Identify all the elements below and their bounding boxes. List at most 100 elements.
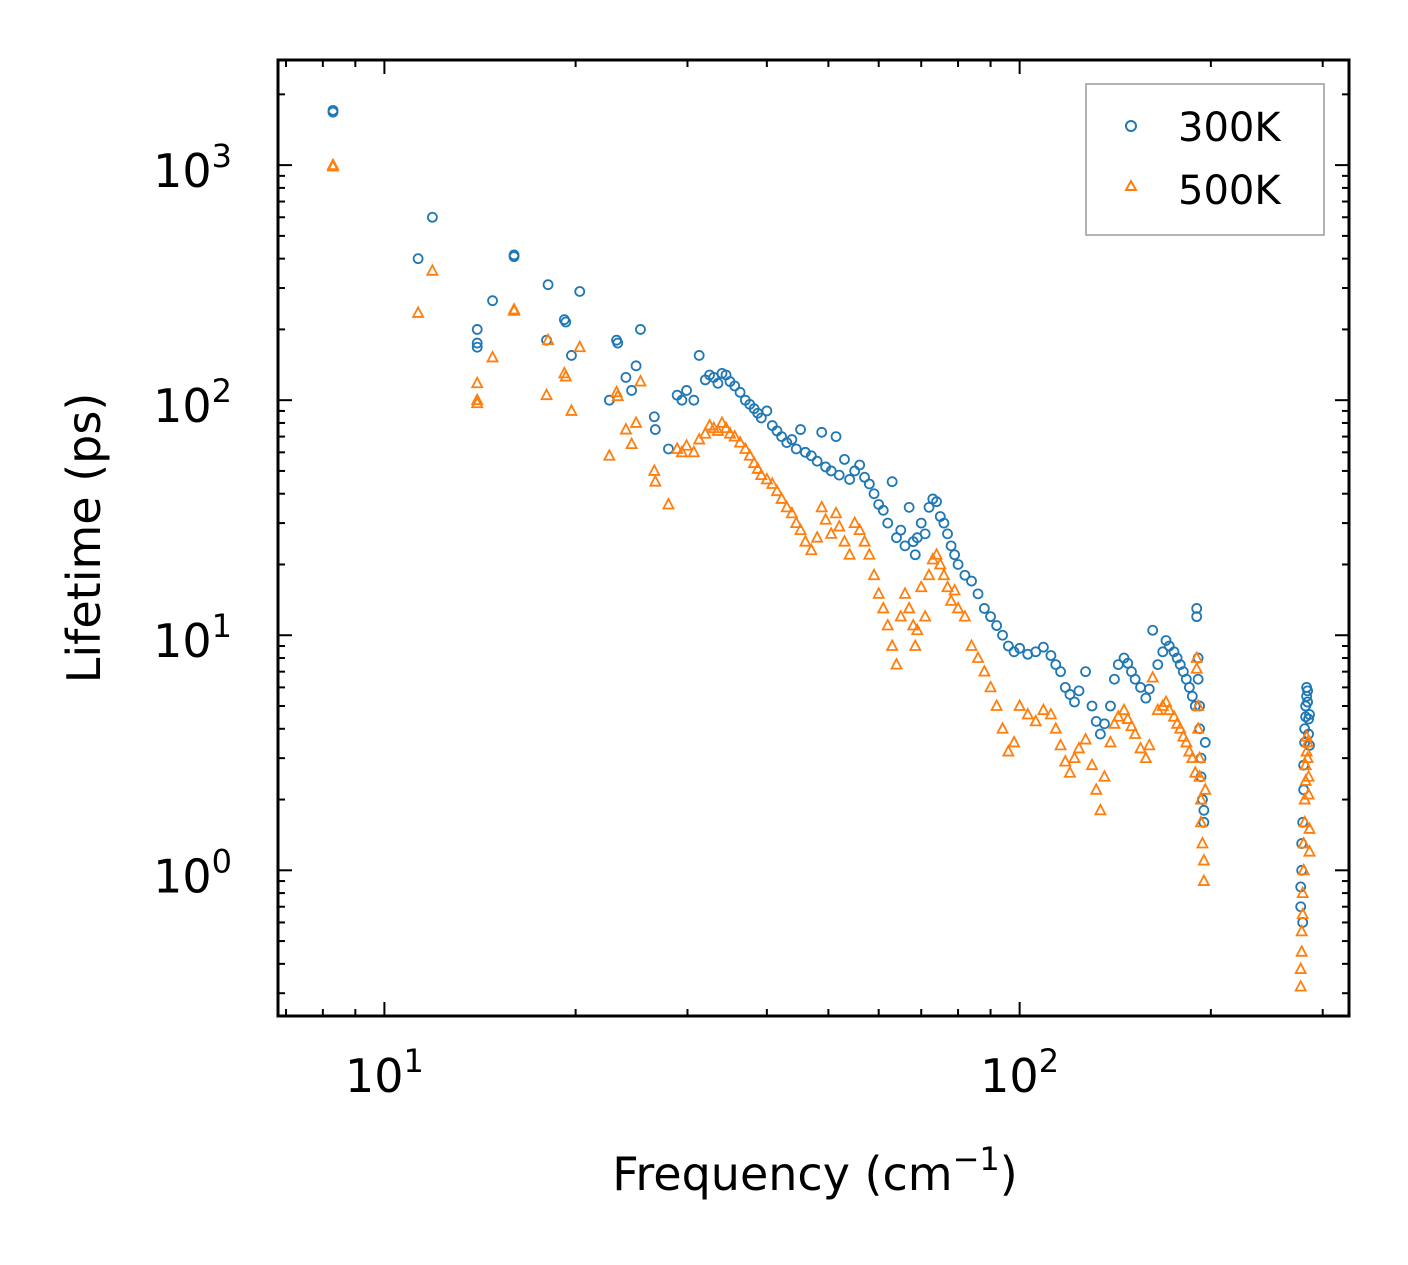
point-500k <box>611 388 625 402</box>
point-300k <box>931 496 942 508</box>
point-500k <box>1193 769 1207 782</box>
point-300k <box>635 324 646 335</box>
point-500k <box>1089 782 1103 795</box>
point-500k <box>470 392 484 406</box>
point-300k <box>1192 673 1204 685</box>
point-300k <box>412 253 424 265</box>
point-300k <box>1073 685 1085 697</box>
point-300k <box>790 443 802 455</box>
point-300k <box>844 474 856 485</box>
point-300k <box>1055 666 1066 678</box>
point-500k <box>1001 744 1015 757</box>
point-500k <box>743 448 757 461</box>
point-500k <box>1036 702 1050 716</box>
point-300k <box>471 324 483 335</box>
point-500k <box>1195 836 1209 849</box>
point-300k <box>681 385 692 396</box>
point-500k <box>881 618 895 631</box>
point-300k <box>630 360 642 372</box>
point-300k <box>1002 640 1014 652</box>
point-500k <box>1121 711 1135 724</box>
point-500k <box>687 444 701 458</box>
point-500k <box>785 505 799 519</box>
point-500k <box>692 432 706 445</box>
point-300k <box>1186 690 1198 702</box>
point-300k <box>903 501 915 513</box>
point-500k <box>629 415 643 428</box>
point-300k <box>972 588 984 600</box>
point-300k <box>839 453 850 465</box>
point-500k <box>326 159 340 172</box>
point-500k <box>1299 757 1313 771</box>
point-500k <box>1303 844 1317 857</box>
point-500k <box>898 586 912 599</box>
point-300k <box>676 394 688 406</box>
point-300k <box>688 394 700 406</box>
point-500k <box>843 547 857 560</box>
point-300k <box>811 455 823 467</box>
point-500k <box>1191 721 1205 734</box>
point-500k <box>876 601 890 614</box>
point-300k <box>1099 718 1110 730</box>
point-300k <box>1183 681 1195 693</box>
point-500k <box>824 526 838 539</box>
point-300k <box>895 524 907 536</box>
point-300k <box>877 504 889 516</box>
y-tick-label: 102 <box>153 372 232 433</box>
major-ticks <box>278 60 1349 1016</box>
point-500k <box>1146 670 1160 683</box>
point-500k <box>1072 740 1086 754</box>
point-500k <box>1007 734 1021 748</box>
point-500k <box>819 512 833 525</box>
point-300k <box>923 501 935 513</box>
point-500k <box>648 474 662 487</box>
point-300k <box>1129 673 1141 685</box>
point-300k <box>991 620 1003 631</box>
point-500k <box>1134 740 1148 754</box>
point-300k <box>1168 646 1180 658</box>
point-500k <box>1058 754 1072 767</box>
point-300k <box>919 528 931 540</box>
point-500k <box>937 567 951 581</box>
point-500k <box>914 579 928 593</box>
point-500k <box>711 423 725 436</box>
point-300k <box>542 279 554 291</box>
point-500k <box>1013 698 1027 711</box>
point-300k <box>854 459 866 471</box>
y-tick-label: 100 <box>153 842 232 903</box>
point-500k <box>1295 944 1309 957</box>
point-500k <box>670 441 684 454</box>
point-300k <box>816 426 828 438</box>
point-300k <box>1050 659 1062 671</box>
point-300k <box>1152 659 1164 671</box>
point-500k <box>837 534 851 547</box>
point-500k <box>944 593 958 606</box>
point-500k <box>747 455 761 468</box>
point-500k <box>1085 757 1099 771</box>
point-500k <box>1029 713 1043 727</box>
point-300k <box>863 478 875 490</box>
point-500k <box>1179 734 1193 748</box>
point-500k <box>1182 744 1196 757</box>
point-300k <box>1198 804 1210 816</box>
x-axis-label: Frequency (cm−1) <box>612 1140 1017 1201</box>
point-300k <box>649 424 661 435</box>
point-500k <box>715 415 729 428</box>
point-500k <box>941 579 955 593</box>
point-300k <box>1303 713 1314 725</box>
point-500k <box>1298 814 1312 828</box>
point-500k <box>1044 707 1058 720</box>
point-500k <box>965 638 979 651</box>
point-300k <box>626 385 638 396</box>
point-500k <box>1167 709 1181 722</box>
point-300k <box>471 341 483 353</box>
point-300k <box>663 443 674 455</box>
point-500k <box>798 534 812 547</box>
point-500k <box>1124 718 1138 732</box>
point-500k <box>738 441 752 454</box>
point-300k <box>1069 696 1080 708</box>
point-500k <box>633 374 647 387</box>
point-500k <box>890 657 903 670</box>
point-500k <box>848 515 862 528</box>
point-500k <box>906 618 920 631</box>
